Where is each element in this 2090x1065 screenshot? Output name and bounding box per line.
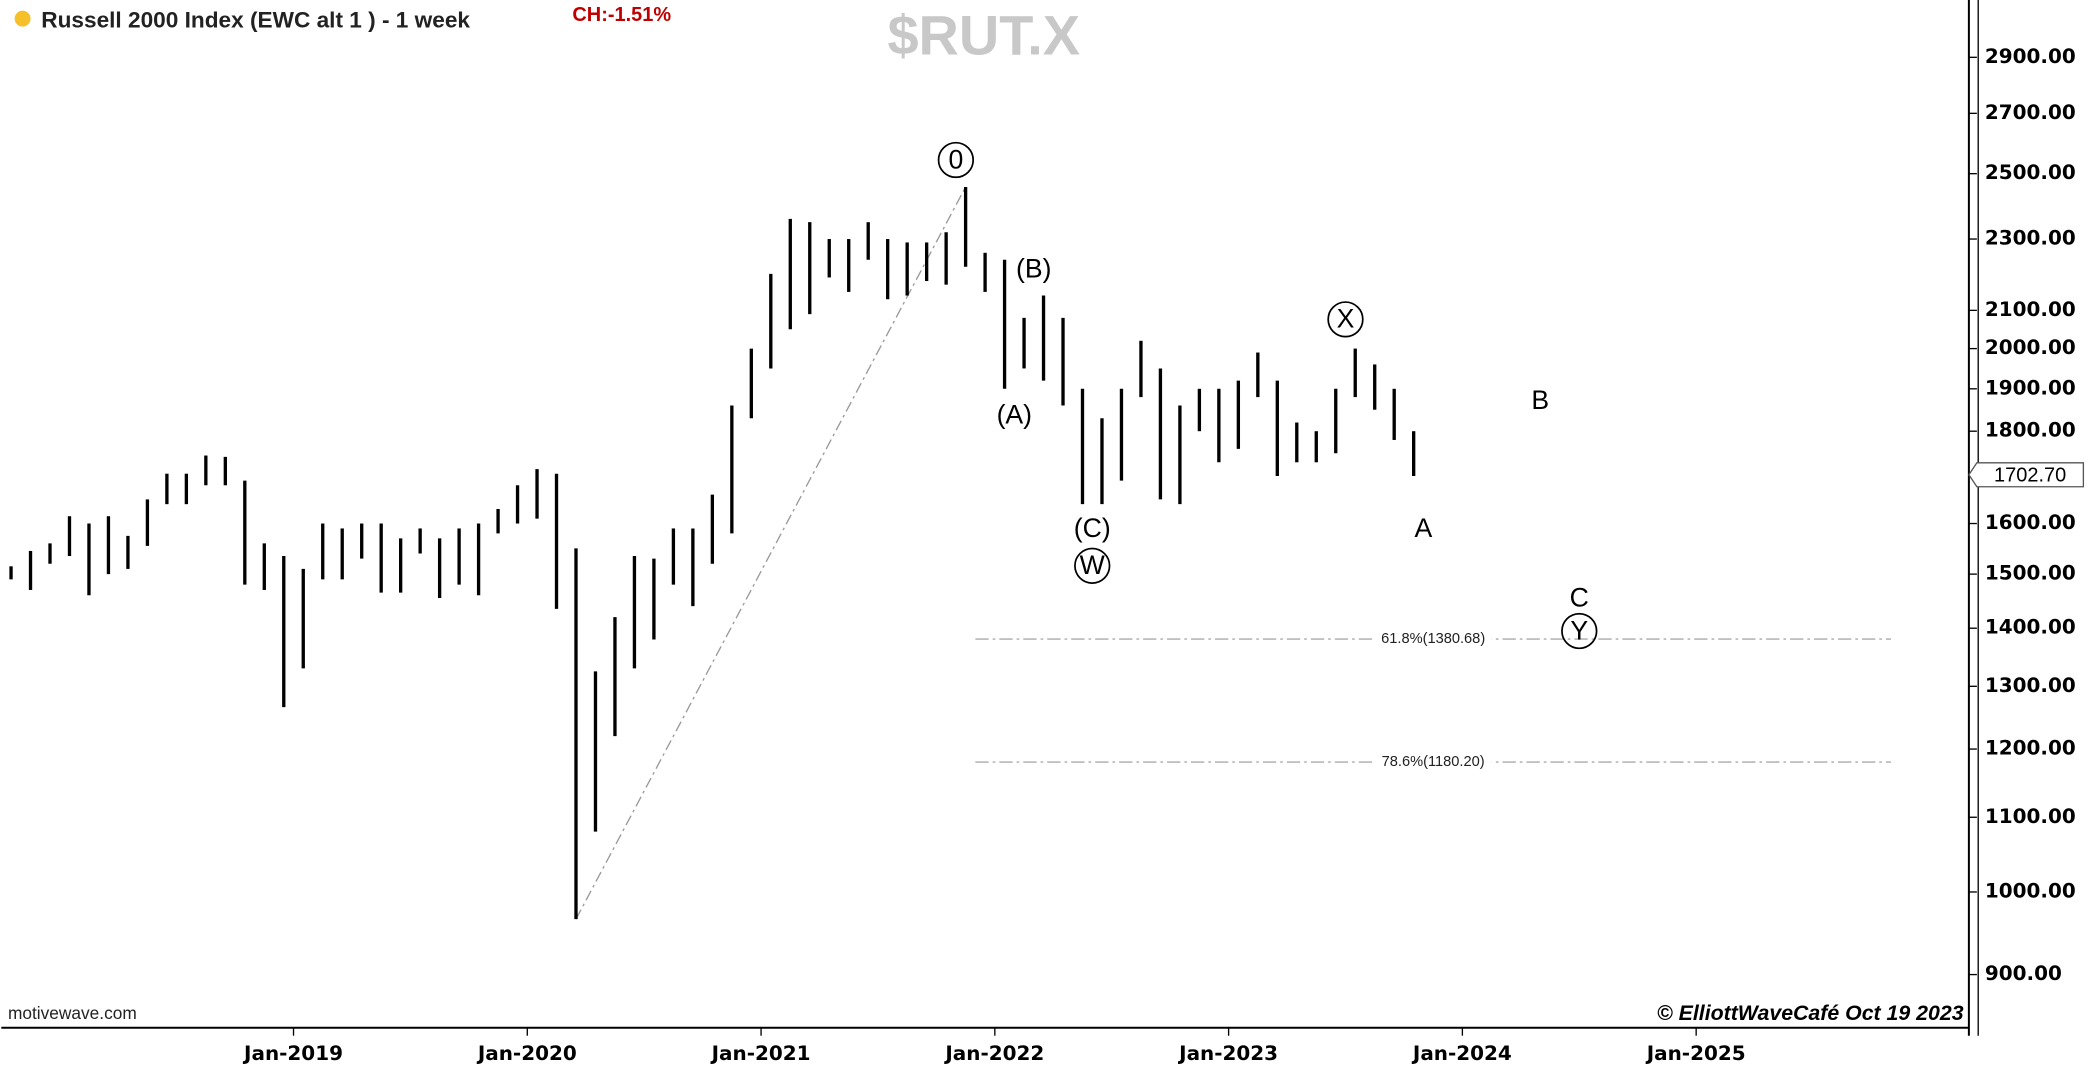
y-tick-label: 2700.00 — [1985, 100, 2076, 124]
x-tick-label: Jan-2022 — [943, 1041, 1044, 1065]
source: motivewave.com — [8, 1003, 137, 1023]
y-tick-label: 900.00 — [1985, 961, 2062, 985]
wave-label: C — [1570, 582, 1589, 612]
x-tick-label: Jan-2019 — [242, 1041, 343, 1065]
y-tick-label: 1000.00 — [1985, 878, 2076, 902]
y-tick-label: 1600.00 — [1985, 510, 2076, 534]
wave-circle — [1074, 547, 1111, 584]
status-dot — [14, 10, 31, 27]
x-tick-label: Jan-2023 — [1177, 1041, 1278, 1065]
wave-circle — [1327, 301, 1364, 338]
change: CH:-1.51% — [572, 4, 671, 26]
wave-label: A — [1415, 513, 1433, 543]
y-tick-label: 1200.00 — [1985, 736, 2076, 760]
wave-label: Y — [1570, 615, 1588, 645]
x-tick-label: Jan-2020 — [476, 1041, 577, 1065]
y-tick-label: 2100.00 — [1985, 297, 2076, 321]
wave-label: (A) — [997, 400, 1032, 430]
y-tick-label: 1100.00 — [1985, 804, 2076, 828]
y-tick-label: 1900.00 — [1985, 375, 2076, 399]
fib-label: 61.8%(1380.68) — [1381, 631, 1485, 647]
wave-label: 0 — [948, 144, 963, 174]
fib-label: 78.6%(1180.20) — [1382, 754, 1485, 770]
last-price-tag — [1968, 462, 2085, 488]
x-tick-label: Jan-2024 — [1411, 1041, 1512, 1065]
y-tick-label: 2900.00 — [1985, 44, 2076, 68]
chart-title: Russell 2000 Index (EWC alt 1 ) - 1 week — [41, 7, 470, 32]
trend-line — [575, 186, 967, 920]
y-tick-label: 1800.00 — [1985, 418, 2076, 442]
wave-label: B — [1531, 385, 1549, 415]
wave-label: (B) — [1016, 254, 1051, 284]
wave-circle — [937, 141, 975, 179]
y-tick-label: 2500.00 — [1985, 160, 2076, 184]
symbol: $RUT.X — [887, 4, 1080, 67]
fib-label-bg — [1374, 752, 1492, 772]
y-tick-label: 1400.00 — [1985, 615, 2076, 639]
wave-label: X — [1337, 304, 1355, 334]
wave-label: W — [1080, 550, 1106, 580]
y-tick-label: 2000.00 — [1985, 335, 2076, 359]
y-tick-label: 2300.00 — [1985, 226, 2076, 250]
y-tick-label: 1300.00 — [1985, 673, 2076, 697]
last-price-label: 1702.70 — [1994, 464, 2066, 486]
copyright: © ElliottWaveCafé Oct 19 2023 — [1657, 1001, 1964, 1025]
x-tick-label: Jan-2025 — [1645, 1041, 1746, 1065]
fib-label-bg — [1374, 629, 1492, 649]
wave-label: (C) — [1074, 513, 1111, 543]
wave-circle — [1561, 612, 1598, 650]
y-tick-label: 1500.00 — [1985, 561, 2076, 585]
x-tick-label: Jan-2021 — [710, 1041, 811, 1065]
